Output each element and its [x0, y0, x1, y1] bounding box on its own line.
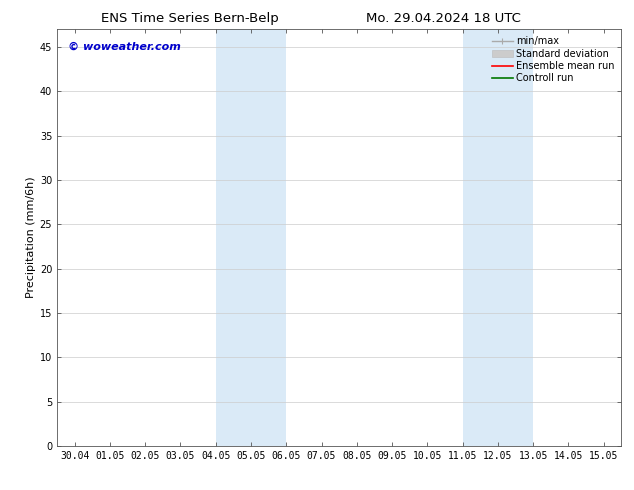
Text: ENS Time Series Bern-Belp: ENS Time Series Bern-Belp: [101, 12, 279, 25]
Legend: min/max, Standard deviation, Ensemble mean run, Controll run: min/max, Standard deviation, Ensemble me…: [489, 34, 616, 85]
Y-axis label: Precipitation (mm/6h): Precipitation (mm/6h): [25, 177, 36, 298]
Text: Mo. 29.04.2024 18 UTC: Mo. 29.04.2024 18 UTC: [366, 12, 521, 25]
Bar: [216, 29, 287, 446]
Text: © woweather.com: © woweather.com: [68, 42, 181, 52]
Bar: [463, 29, 533, 446]
